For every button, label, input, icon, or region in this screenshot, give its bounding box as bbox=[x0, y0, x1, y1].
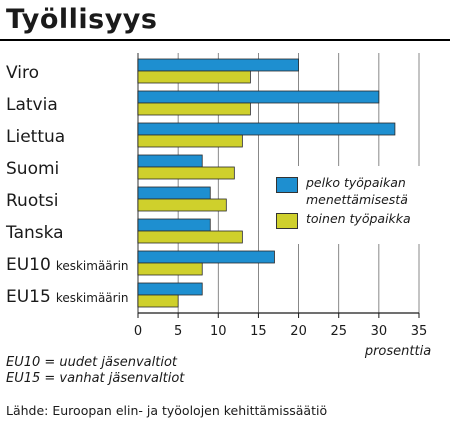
category-label-eu15: EU15 keskimäärin bbox=[6, 287, 129, 307]
x-tick-label-35: 35 bbox=[411, 324, 428, 339]
bar-viro-series-2 bbox=[137, 70, 251, 84]
footnotes: EU10 = uudet jäsenvaltiot EU15 = vanhat … bbox=[6, 355, 184, 387]
legend-label-series-1: pelko työpaikan menettämisestä bbox=[306, 174, 421, 208]
legend-label-series-1-line1: pelko työpaikan bbox=[306, 175, 406, 190]
category-label-ruotsi: Ruotsi bbox=[6, 191, 58, 211]
x-tick-label-10: 10 bbox=[210, 324, 227, 339]
bars-layer bbox=[137, 58, 396, 308]
bar-viro-series-1 bbox=[137, 58, 299, 72]
x-tick-label-30: 30 bbox=[371, 324, 388, 339]
bar-eu15-series-2 bbox=[137, 294, 179, 308]
bar-latvia-series-2 bbox=[137, 102, 251, 116]
category-name: Viro bbox=[6, 63, 39, 83]
category-label-suomi: Suomi bbox=[6, 159, 59, 179]
bar-liettua-series-2 bbox=[137, 134, 243, 148]
bar-ruotsi-series-1 bbox=[137, 186, 211, 200]
x-tick-label-5: 5 bbox=[174, 324, 182, 339]
bar-ruotsi-series-2 bbox=[137, 198, 227, 212]
legend-label-series-2: toinen työpaikka bbox=[306, 210, 421, 227]
legend-swatch-blue bbox=[276, 177, 298, 193]
category-name: Ruotsi bbox=[6, 191, 58, 211]
chart-title: Työllisyys bbox=[6, 4, 158, 35]
category-suffix: keskimäärin bbox=[56, 259, 129, 273]
bar-tanska-series-2 bbox=[137, 230, 243, 244]
bar-suomi-series-2 bbox=[137, 166, 235, 180]
legend-swatch-yellow bbox=[276, 213, 298, 229]
category-label-liettua: Liettua bbox=[6, 127, 65, 147]
category-label-latvia: Latvia bbox=[6, 95, 58, 115]
x-tick-label-0: 0 bbox=[134, 324, 142, 339]
chart-legend: pelko työpaikan menettämisestä toinen ty… bbox=[270, 166, 422, 244]
bar-liettua-series-1 bbox=[137, 122, 396, 136]
category-name: Suomi bbox=[6, 159, 59, 179]
x-tick-label-15: 15 bbox=[250, 324, 267, 339]
bar-eu10-series-1 bbox=[137, 250, 275, 264]
category-labels: Viro Latvia Liettua Suomi Ruotsi Tanska EU10 ke… bbox=[5, 63, 129, 307]
footnote-eu15: EU15 = vanhat jäsenvaltiot bbox=[6, 371, 185, 386]
legend-item-series-1: pelko työpaikan menettämisestä bbox=[276, 174, 421, 208]
source-note: Lähde: Euroopan elin- ja työolojen kehit… bbox=[6, 403, 328, 418]
category-label-tanska: Tanska bbox=[5, 223, 64, 243]
legend-label-series-2-line1: toinen työpaikka bbox=[306, 211, 411, 226]
title-divider bbox=[0, 39, 450, 41]
category-name: EU10 bbox=[6, 255, 51, 275]
category-suffix: keskimäärin bbox=[56, 291, 129, 305]
x-tick-label-20: 20 bbox=[290, 324, 307, 339]
legend-label-series-1-line2: menettämisestä bbox=[306, 192, 408, 207]
bar-eu15-series-1 bbox=[137, 282, 203, 296]
category-name: Latvia bbox=[6, 95, 58, 115]
footnote-eu10: EU10 = uudet jäsenvaltiot bbox=[6, 355, 178, 370]
category-label-eu10: EU10 keskimäärin bbox=[6, 255, 129, 275]
axis-layer: 0 5 10 15 20 25 30 35 prosenttia bbox=[134, 312, 431, 359]
bar-eu10-series-2 bbox=[137, 262, 203, 276]
bar-tanska-series-1 bbox=[137, 218, 211, 232]
category-name: EU15 bbox=[6, 287, 51, 307]
x-axis-label: prosenttia bbox=[364, 344, 431, 359]
category-name: Tanska bbox=[5, 223, 64, 243]
category-name: Liettua bbox=[6, 127, 65, 147]
bar-latvia-series-1 bbox=[137, 90, 380, 104]
legend-item-series-2: toinen työpaikka bbox=[276, 210, 421, 229]
x-tick-label-25: 25 bbox=[330, 324, 347, 339]
category-label-viro: Viro bbox=[6, 63, 39, 83]
bar-suomi-series-1 bbox=[137, 154, 203, 168]
